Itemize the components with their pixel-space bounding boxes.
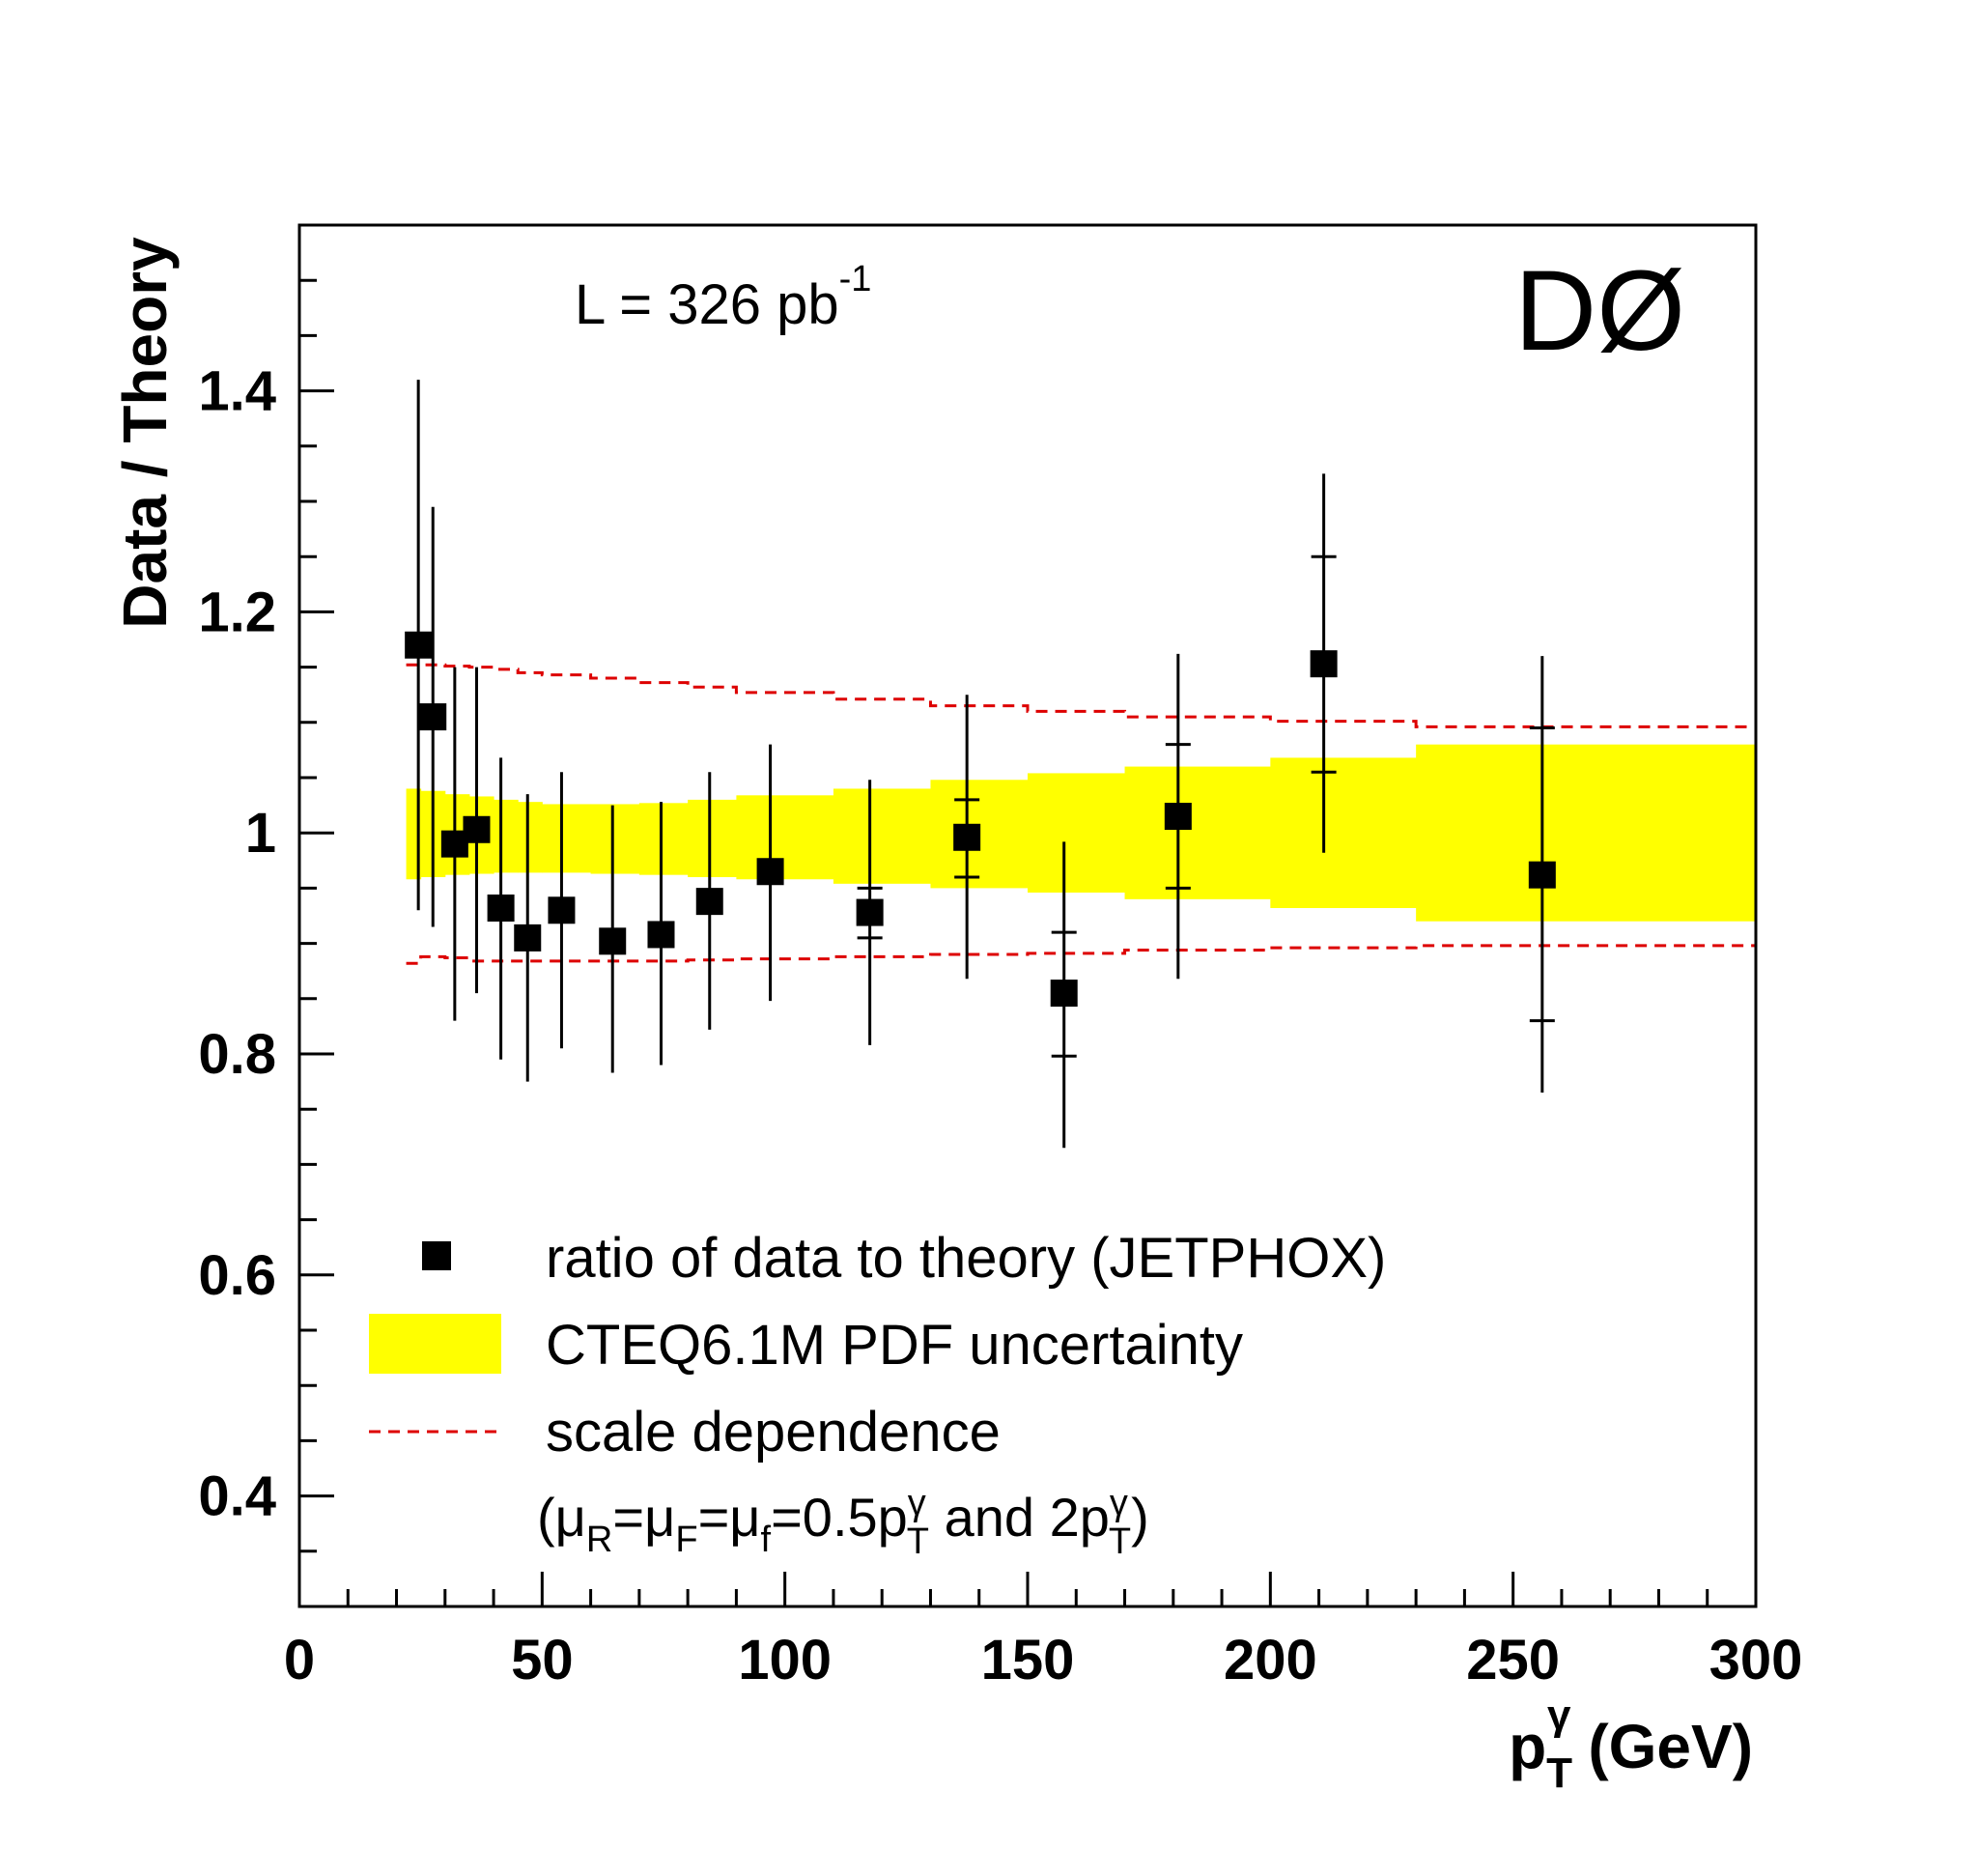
legend-marker-pdf-band (369, 1314, 501, 1374)
x-axis-label-unit: (GeV) (1571, 1712, 1753, 1781)
x-axis-label-main: p (1509, 1712, 1546, 1781)
data-marker (463, 815, 491, 843)
x-tick-label: 150 (981, 1629, 1075, 1691)
data-point-6 (548, 772, 576, 1049)
y-tick-label: 0.6 (198, 1244, 276, 1307)
data-marker (405, 631, 433, 659)
y-tick-label: 0.4 (198, 1465, 276, 1528)
data-marker (856, 898, 884, 926)
y-tick-label: 0.8 (198, 1023, 276, 1086)
data-marker (514, 924, 542, 952)
legend-scale-note: (μR=μF=μf=0.5pγ T and 2pγ T) (537, 1483, 1149, 1562)
luminosity-label: L = 326 pb-1 (575, 259, 871, 336)
data-marker (756, 858, 784, 886)
data-point-13 (1050, 841, 1078, 1149)
scale-line-upper (406, 663, 1756, 728)
data-point-3 (463, 667, 491, 994)
data-point-11 (856, 780, 884, 1045)
data-point-9 (695, 772, 723, 1030)
luminosity-sup: -1 (839, 259, 872, 299)
pdf-band-segment-13 (1028, 773, 1126, 893)
legend: ratio of data to theory (JETPHOX) CTEQ6.… (369, 1227, 1386, 1562)
data-point-5 (514, 794, 542, 1082)
data-point-8 (647, 802, 675, 1066)
pdf-band-segment-9 (688, 799, 737, 877)
data-marker (1310, 650, 1338, 678)
data-point-14 (1164, 653, 1192, 980)
pdf-band-segment-16 (1416, 744, 1757, 922)
y-tick-label: 1.2 (198, 581, 276, 643)
legend-label-data: ratio of data to theory (JETPHOX) (546, 1227, 1386, 1290)
pdf-band-segment-4 (494, 799, 519, 873)
data-marker (548, 896, 576, 924)
pdf-band-layer (406, 744, 1757, 922)
data-marker (647, 921, 675, 949)
pdf-band-segment-8 (638, 803, 689, 875)
data-marker (1528, 861, 1556, 889)
data-points-layer (405, 380, 1556, 1149)
data-marker (599, 927, 627, 955)
x-axis-label: pTγ (GeV) (1509, 1691, 1753, 1797)
data-marker (419, 703, 447, 731)
x-tick-label: 200 (1224, 1629, 1317, 1691)
x-tick-label: 100 (738, 1629, 832, 1691)
data-marker (695, 888, 723, 916)
x-tick-label: 0 (284, 1629, 315, 1691)
pdf-band-segment-11 (833, 788, 931, 884)
pdf-band-segment-5 (518, 802, 543, 873)
pdf-band-segment-15 (1270, 757, 1417, 908)
y-tick-label: 1 (245, 802, 276, 865)
data-point-10 (756, 744, 784, 1002)
axis-ticks-layer: 0 50 100 150 200 250 300 0.4 0.6 0.8 1 1.2 1.4 (198, 223, 1803, 1691)
plot-frame (297, 223, 1758, 1608)
pdf-band-segment-10 (736, 795, 834, 880)
x-axis-label-sub: T (1546, 1749, 1572, 1797)
x-tick-label: 300 (1709, 1629, 1803, 1691)
legend-label-pdf: CTEQ6.1M PDF uncertainty (546, 1314, 1243, 1377)
scale-dependence-layer (406, 663, 1756, 965)
y-tick-label: 1.4 (198, 360, 276, 423)
scale-line-lower (406, 944, 1756, 965)
data-point-2 (440, 667, 468, 1021)
data-point-7 (599, 805, 627, 1073)
luminosity-text: L = 326 pb (575, 273, 839, 336)
data-point-1 (419, 506, 447, 927)
data-point-0 (405, 380, 433, 911)
data-marker (1164, 803, 1192, 831)
legend-marker-data (422, 1241, 451, 1270)
x-tick-label: 50 (511, 1629, 574, 1691)
data-point-15 (1310, 473, 1338, 853)
data-marker (953, 823, 981, 851)
pdf-band-segment-14 (1124, 766, 1271, 899)
x-axis-label-sup: γ (1547, 1691, 1571, 1739)
y-axis-label: Data / Theory (110, 237, 180, 629)
legend-label-scale: scale dependence (546, 1401, 1001, 1464)
data-marker (1050, 980, 1078, 1008)
pdf-band-segment-7 (590, 804, 640, 874)
pdf-band-segment-6 (542, 804, 592, 873)
experiment-label: DØ (1514, 247, 1685, 375)
x-tick-label: 250 (1466, 1629, 1560, 1691)
data-point-12 (953, 695, 981, 980)
data-point-16 (1528, 656, 1556, 1094)
data-point-4 (487, 757, 515, 1060)
data-marker (487, 894, 515, 922)
